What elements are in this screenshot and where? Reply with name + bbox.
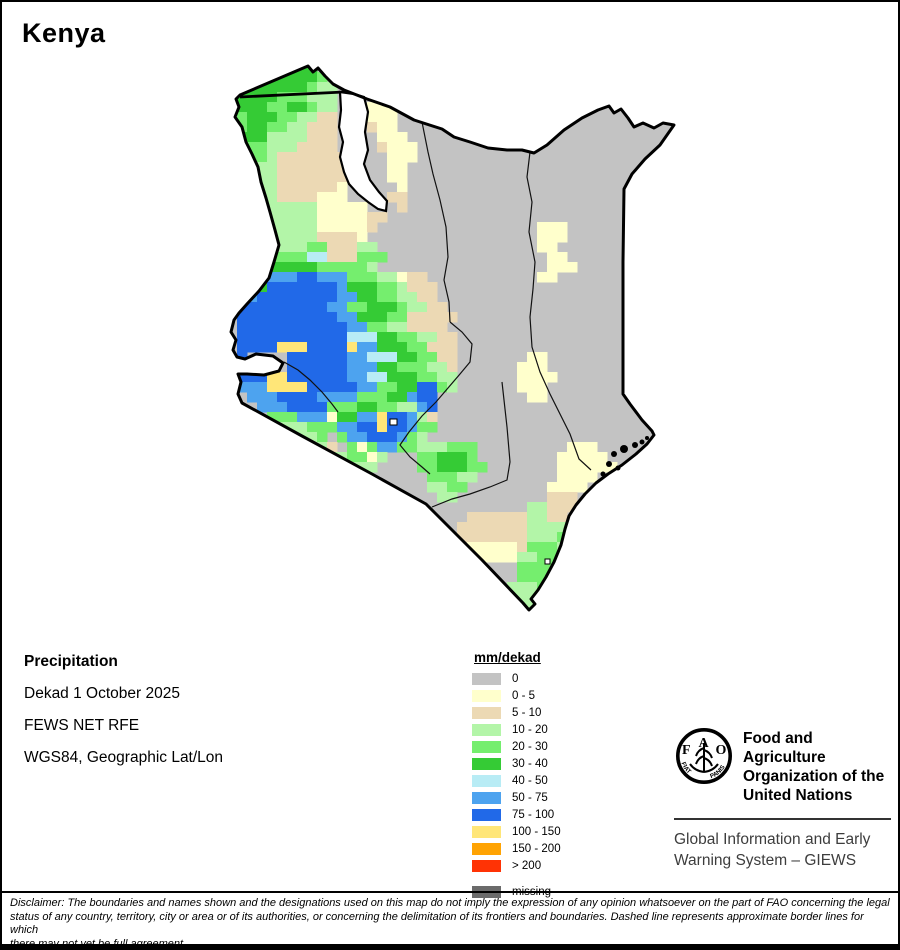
wheat-icon <box>689 743 719 773</box>
legend-items: 0 0 - 5 5 - 10 10 - 20 20 - 30 30 - 40 40 - 50… <box>472 673 561 898</box>
legend-label: 100 - 150 <box>512 826 561 838</box>
fao-name-line: Food and Agriculture <box>743 730 826 766</box>
legend-swatch <box>472 673 501 685</box>
legend-swatch <box>472 826 501 838</box>
legend-label: 5 - 10 <box>512 707 542 719</box>
legend-item: 75 - 100 <box>472 809 561 821</box>
fao-logo-letter-o: O <box>716 743 727 758</box>
page-title: Kenya <box>22 18 106 48</box>
legend-item: 150 - 200 <box>472 843 561 855</box>
legend-label: 30 - 40 <box>512 758 548 770</box>
fao-logo-letter-f: F <box>682 743 691 758</box>
legend-swatch <box>472 843 501 855</box>
legend: mm/dekad 0 0 - 5 5 - 10 10 - 20 20 - 30 30 - … <box>472 650 561 903</box>
fao-divider <box>674 818 891 820</box>
giews-line: Warning System – GIEWS <box>674 852 857 869</box>
legend-item: 100 - 150 <box>472 826 561 838</box>
legend-title: mm/dekad <box>474 650 541 665</box>
fao-block: F A O FIAT <box>674 726 891 871</box>
disclaimer: Disclaimer: The boundaries and names sho… <box>2 891 898 950</box>
fao-logo-circle <box>675 727 733 785</box>
legend-swatch <box>472 724 501 736</box>
legend-label: 20 - 30 <box>512 741 548 753</box>
legend-item: 0 - 5 <box>472 690 561 702</box>
legend-swatch <box>472 707 501 719</box>
legend-swatch <box>472 792 501 804</box>
info-source: FEWS NET RFE <box>24 717 140 734</box>
legend-swatch <box>472 775 501 787</box>
info-dekad: Dekad 1 October 2025 <box>24 685 180 702</box>
legend-item: 50 - 75 <box>472 792 561 804</box>
giews-text: Global Information and Early Warning Sys… <box>674 829 891 871</box>
legend-swatch <box>472 758 501 770</box>
disclaimer-line: Disclaimer: The boundaries and names sho… <box>10 897 890 909</box>
map-info-block: Precipitation Dekad 1 October 2025 FEWS … <box>24 653 223 781</box>
legend-item: 10 - 20 <box>472 724 561 736</box>
legend-swatch <box>472 741 501 753</box>
legend-item: 0 <box>472 673 561 685</box>
legend-label: 75 - 100 <box>512 809 555 821</box>
legend-label: 10 - 20 <box>512 724 548 736</box>
fao-name: Food and Agriculture Organization of the… <box>743 726 891 805</box>
giews-line: Global Information and Early <box>674 831 871 848</box>
legend-label: > 200 <box>512 860 542 872</box>
fao-name-line: United Nations <box>743 787 853 804</box>
info-heading: Precipitation <box>24 653 118 670</box>
disclaimer-line: status of any country, territory, city o… <box>10 910 864 937</box>
legend-item: 40 - 50 <box>472 775 561 787</box>
legend-label: 50 - 75 <box>512 792 548 804</box>
fao-logo: F A O FIAT <box>675 727 733 785</box>
legend-item: > 200 <box>472 860 561 872</box>
legend-label: 0 - 5 <box>512 690 536 702</box>
disclaimer-line: there may not yet be full agreement. <box>10 937 187 950</box>
legend-swatch <box>472 860 501 872</box>
fao-name-line: Organization of the <box>743 768 885 785</box>
legend-label: 0 <box>512 673 519 685</box>
legend-item: 5 - 10 <box>472 707 561 719</box>
legend-swatch <box>472 690 501 702</box>
legend-swatch <box>472 809 501 821</box>
legend-label: 150 - 200 <box>512 843 561 855</box>
legend-item: 20 - 30 <box>472 741 561 753</box>
legend-label: 40 - 50 <box>512 775 548 787</box>
legend-item: 30 - 40 <box>472 758 561 770</box>
info-projection: WGS84, Geographic Lat/Lon <box>24 749 224 766</box>
